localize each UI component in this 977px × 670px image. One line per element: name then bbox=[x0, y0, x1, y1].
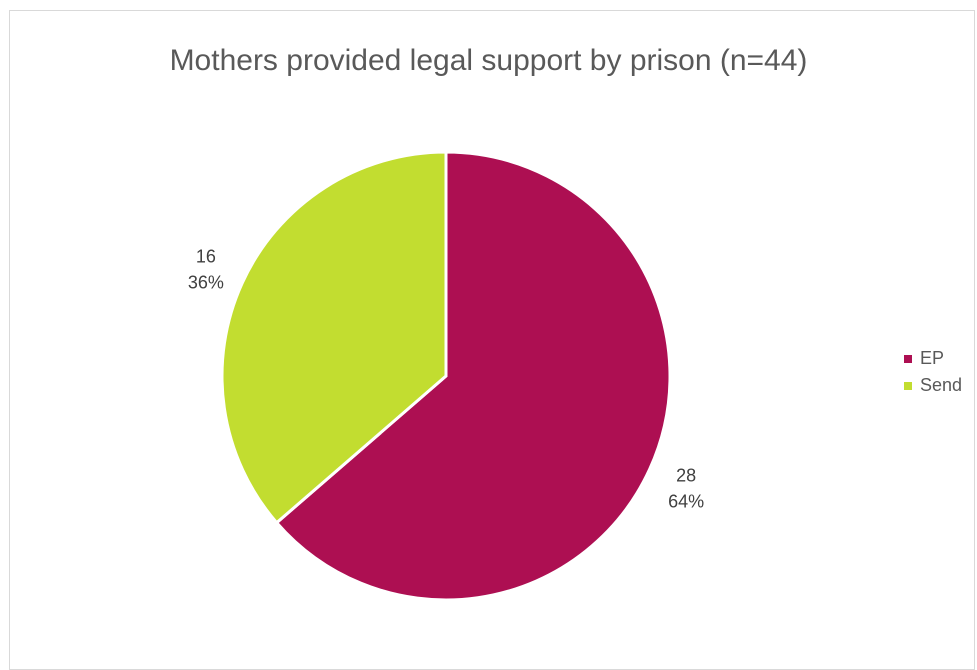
data-label-value-send: 16 bbox=[196, 246, 216, 266]
pie-slice-send bbox=[220, 150, 448, 525]
legend-label-send: Send bbox=[920, 375, 963, 395]
data-label-percent-ep: 64% bbox=[668, 492, 704, 512]
chart-legend: EP Send bbox=[904, 345, 962, 399]
legend-swatch-send bbox=[904, 381, 912, 390]
data-label-percent-send: 36% bbox=[188, 272, 224, 292]
pie-slice-ep bbox=[274, 150, 672, 602]
legend-swatch-ep bbox=[904, 354, 912, 363]
legend-label-ep: EP bbox=[920, 348, 945, 368]
chart-title: Mothers provided legal support by prison… bbox=[169, 44, 808, 77]
legend-item-send: Send bbox=[904, 372, 962, 399]
legend-item-ep: EP bbox=[904, 345, 962, 372]
data-label-value-ep: 28 bbox=[676, 466, 696, 486]
